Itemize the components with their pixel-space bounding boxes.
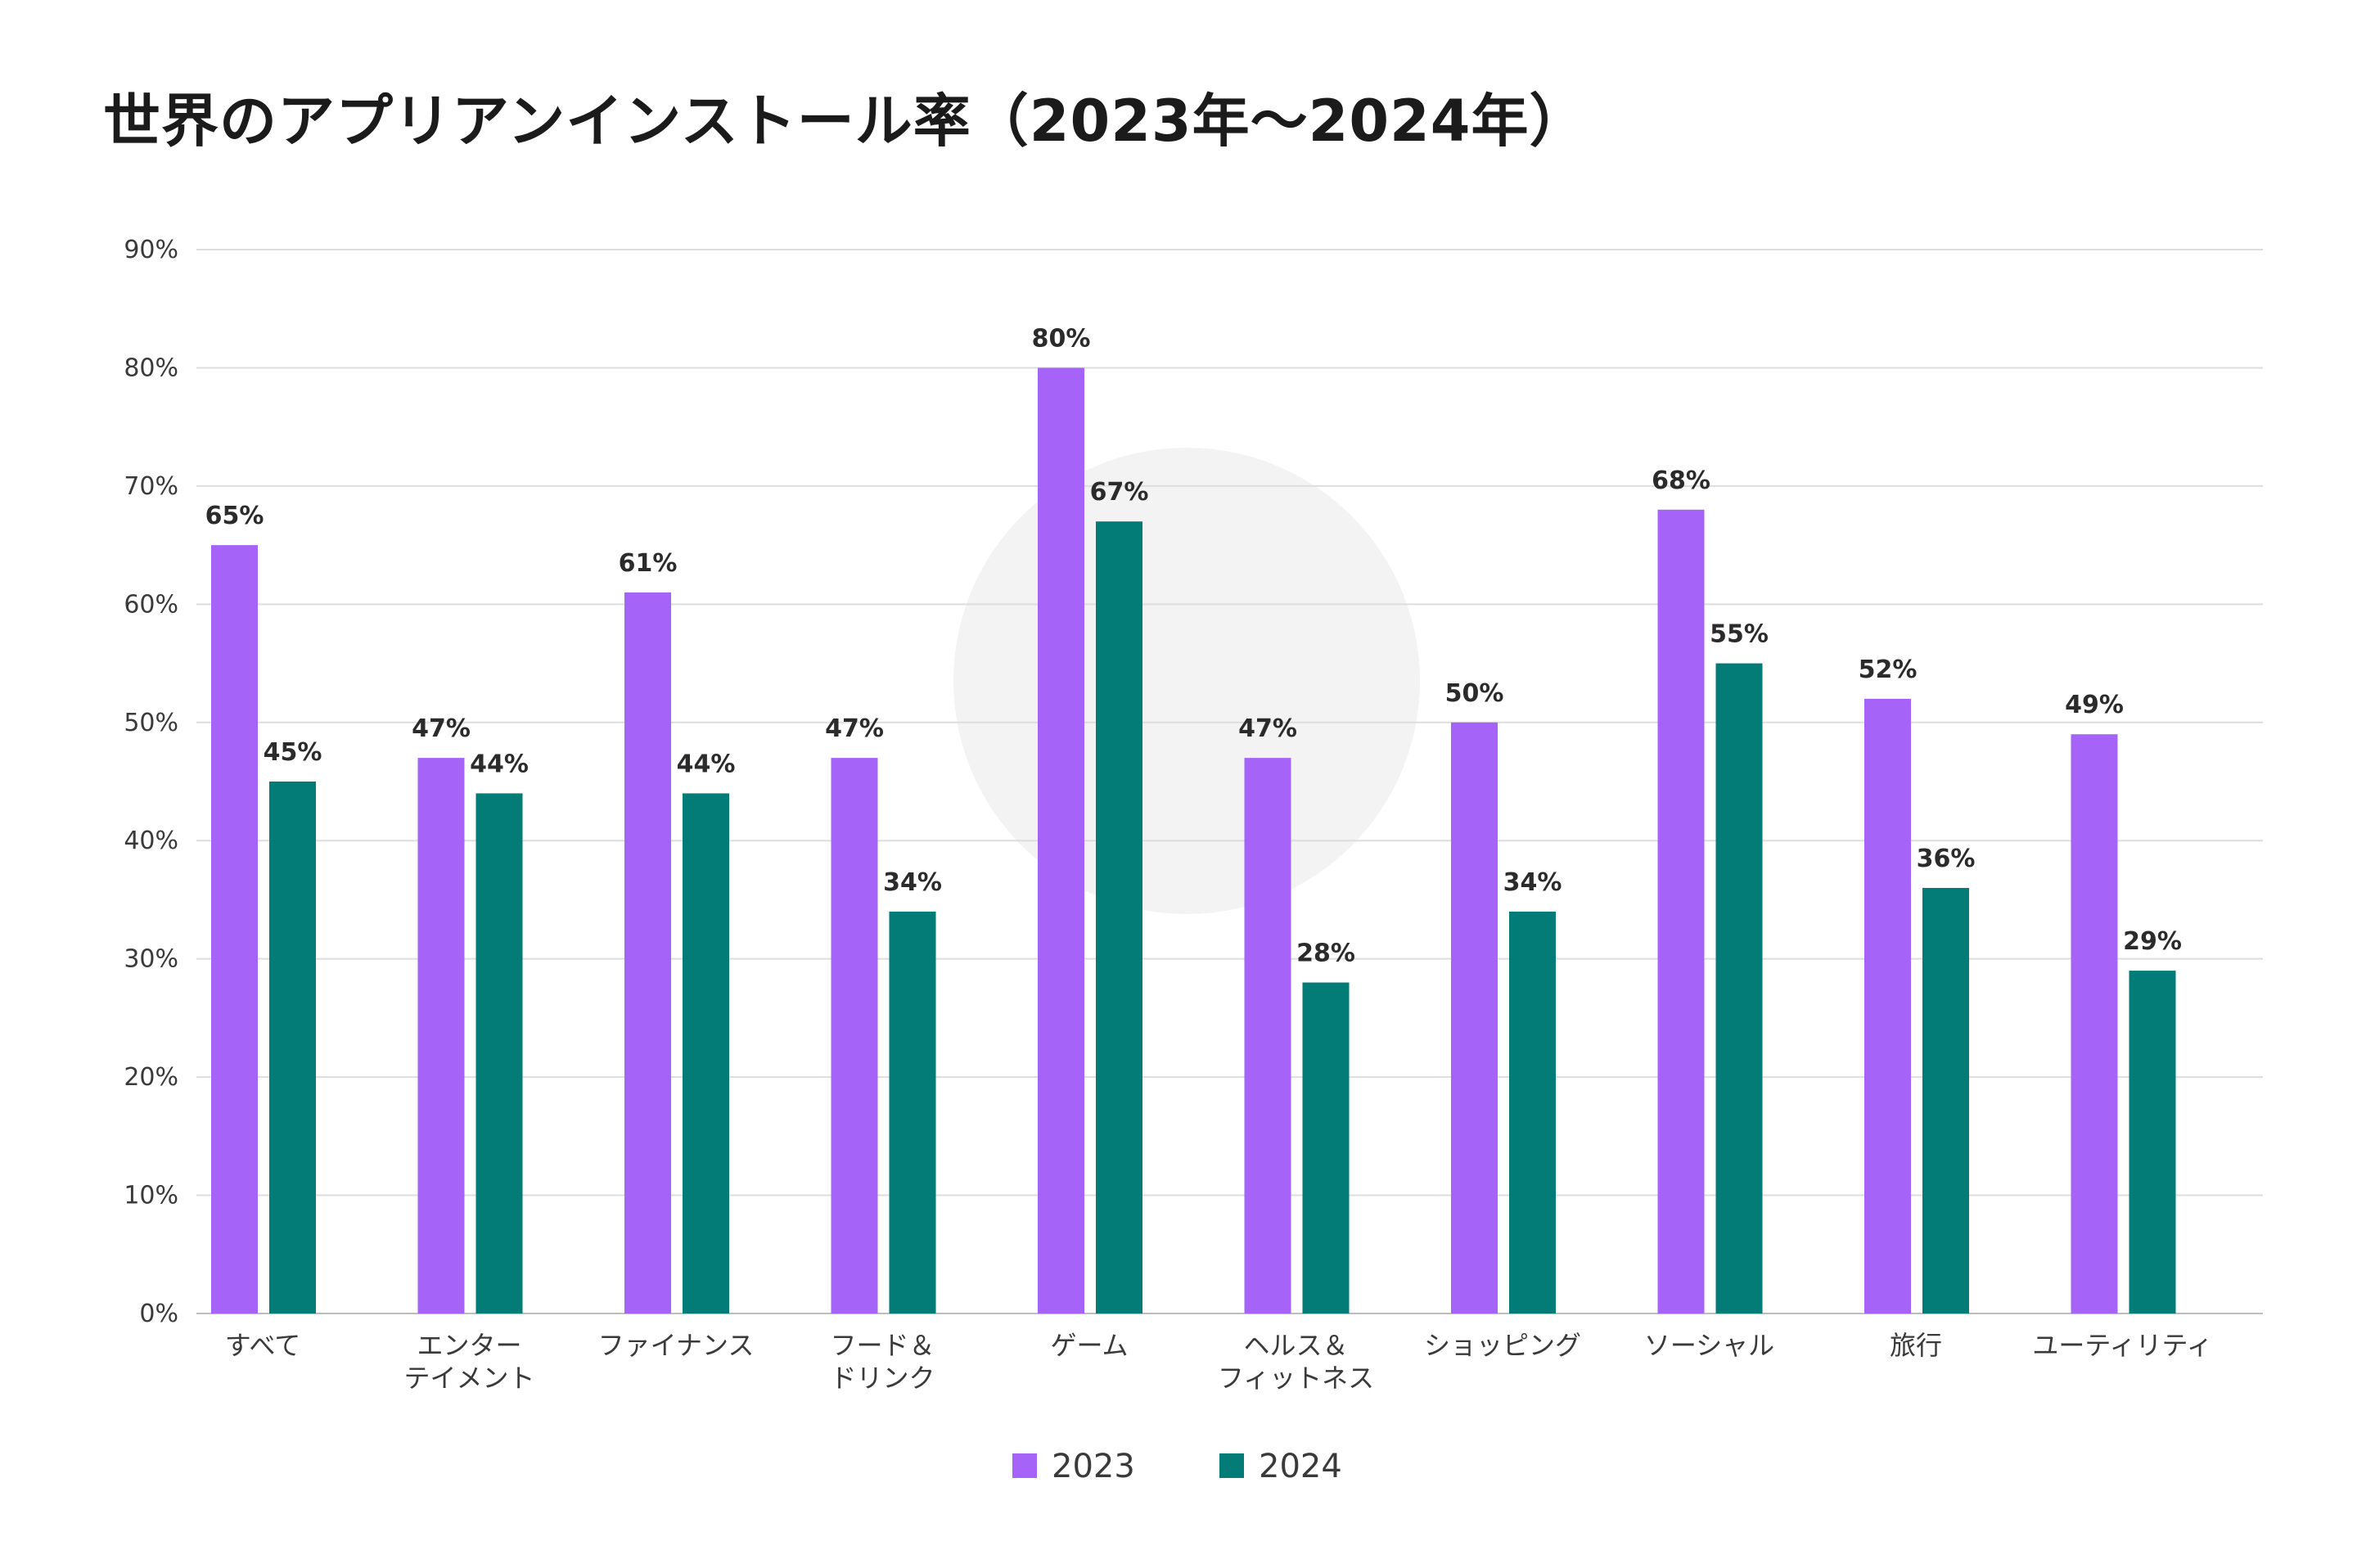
- legend: 2023 2024: [1012, 1448, 1342, 1485]
- data-labels: 65% 45% 47% 44% 61% 44% 47% 34% 80% 67% 47% 28% 50% 3…: [205, 324, 2182, 967]
- bar-2024: [1509, 911, 1556, 1313]
- data-label: 49%: [2065, 691, 2124, 719]
- data-label: 50%: [1445, 679, 1504, 708]
- y-tick-label: 20%: [124, 1063, 178, 1092]
- legend-swatch: [1012, 1453, 1037, 1478]
- chart-title: 世界のアプリアンインストール率（2023年～2024年）: [103, 88, 1588, 155]
- data-label: 65%: [205, 502, 264, 530]
- bars: [211, 367, 2176, 1313]
- legend-label: 2024: [1259, 1448, 1342, 1485]
- bar-2023: [1244, 758, 1291, 1313]
- data-label: 29%: [2123, 927, 2182, 956]
- data-label: 67%: [1090, 478, 1149, 507]
- x-tick-label: ゲーム: [1050, 1330, 1128, 1361]
- x-tick-label: ショッピング: [1424, 1330, 1581, 1361]
- data-label: 45%: [264, 738, 322, 767]
- x-tick-label: フィットネス: [1218, 1363, 1374, 1394]
- data-label: 61%: [619, 549, 678, 578]
- bar-2023: [2071, 734, 2118, 1313]
- bar-2024: [1302, 982, 1350, 1313]
- data-label: 80%: [1032, 324, 1091, 353]
- bar-2024: [683, 793, 729, 1313]
- legend-swatch: [1219, 1453, 1244, 1478]
- bar-2024: [475, 793, 523, 1313]
- watermark-logo: [953, 448, 1420, 914]
- data-label: 55%: [1710, 620, 1769, 649]
- y-tick-label: 60%: [124, 590, 178, 619]
- x-tick-label: エンター: [417, 1330, 521, 1361]
- bar-2023: [624, 592, 671, 1313]
- y-tick-label: 50%: [124, 709, 178, 737]
- bar-2024: [1922, 888, 1969, 1313]
- x-tick-label: ソーシャル: [1644, 1330, 1774, 1361]
- bar-2023: [211, 545, 258, 1313]
- data-label: 47%: [825, 714, 884, 743]
- bar-2023: [1038, 367, 1084, 1313]
- x-tick-label: フード＆: [830, 1330, 935, 1361]
- bar-2023: [831, 758, 878, 1313]
- y-tick-label: 40%: [124, 827, 178, 855]
- y-tick-label: 70%: [124, 472, 178, 501]
- bar-2024: [269, 782, 316, 1313]
- data-label: 47%: [412, 714, 471, 743]
- bar-2023: [1657, 509, 1705, 1313]
- data-label: 36%: [1917, 845, 1976, 873]
- data-label: 34%: [1503, 868, 1562, 897]
- y-tick-label: 10%: [124, 1182, 178, 1210]
- data-label: 47%: [1238, 714, 1297, 743]
- bar-2024: [889, 911, 936, 1313]
- data-label: 52%: [1859, 656, 1918, 684]
- y-tick-label: 0%: [139, 1300, 178, 1328]
- bar-2024: [1096, 521, 1142, 1313]
- y-tick-label: 90%: [124, 236, 178, 264]
- x-tick-label: ファイナンス: [598, 1330, 755, 1361]
- bar-2023: [1864, 698, 1911, 1313]
- bar-2024: [2129, 971, 2176, 1313]
- x-tick-label: テイメント: [403, 1363, 534, 1394]
- x-tick-label: 旅行: [1890, 1330, 1942, 1361]
- bar-2023: [1451, 722, 1498, 1313]
- x-tick-label: すべて: [225, 1330, 300, 1361]
- bar-2024: [1715, 663, 1763, 1313]
- y-tick-label: 80%: [124, 354, 178, 382]
- y-axis-ticks: 0% 10% 20% 30% 40% 50% 60% 70% 80% 90%: [124, 236, 178, 1328]
- data-label: 34%: [883, 868, 942, 897]
- data-label: 44%: [470, 750, 529, 778]
- gridlines: [196, 249, 2263, 1314]
- data-label: 28%: [1296, 939, 1355, 968]
- bar-2023: [417, 758, 465, 1313]
- x-tick-label: ユーティリティ: [2032, 1330, 2212, 1361]
- x-tick-label: ヘルス＆: [1243, 1330, 1348, 1361]
- legend-label: 2023: [1052, 1448, 1135, 1485]
- data-label: 44%: [677, 750, 736, 778]
- x-tick-label: ドリンク: [830, 1363, 935, 1394]
- data-label: 68%: [1652, 466, 1710, 495]
- y-tick-label: 30%: [124, 945, 178, 974]
